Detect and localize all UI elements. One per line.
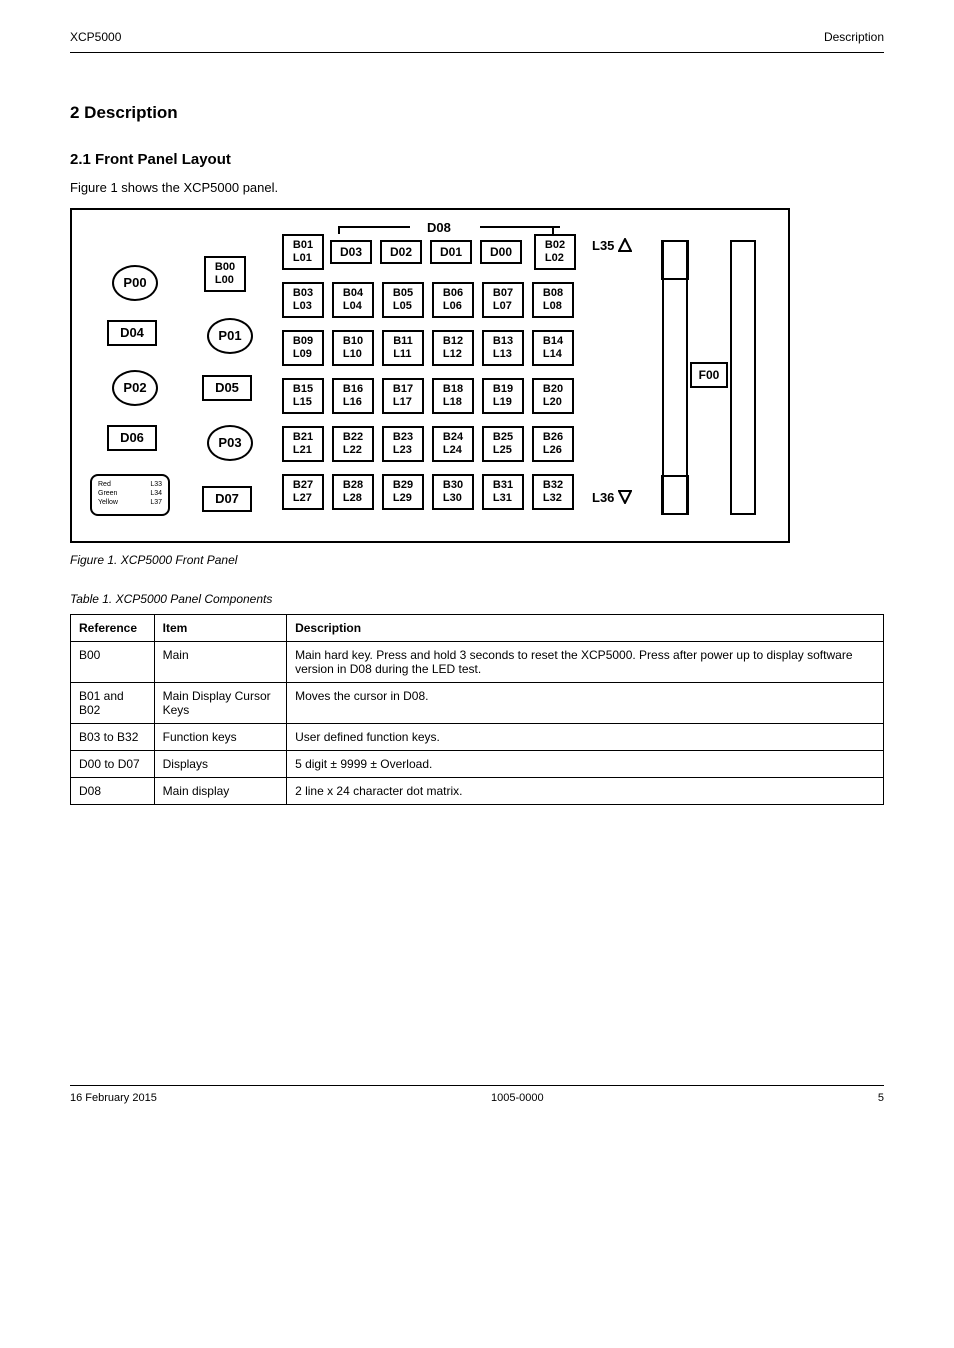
table-caption: Table 1. XCP5000 Panel Components — [70, 592, 884, 606]
footer-docnum: 1005-0000 — [491, 1092, 544, 1104]
table-cell: Main — [154, 641, 286, 682]
connector-F00: F00 — [690, 362, 728, 388]
button-B26: B26L26 — [532, 426, 574, 462]
table-cell: 2 line x 24 character dot matrix. — [287, 777, 884, 804]
footer-pagenum: 5 — [878, 1092, 884, 1104]
button-B31: B31L31 — [482, 474, 524, 510]
indicator-L36: L36 — [592, 490, 632, 505]
section-heading: 2.1 Front Panel Layout — [70, 151, 884, 168]
footer-date: 16 February 2015 — [70, 1092, 157, 1104]
button-B19: B19L19 — [482, 378, 524, 414]
button-B32: B32L32 — [532, 474, 574, 510]
slot-left — [662, 240, 688, 515]
button-B07: B07L07 — [482, 282, 524, 318]
display-D07: D07 — [202, 486, 252, 512]
button-B22: B22L22 — [332, 426, 374, 462]
button-B16: B16L16 — [332, 378, 374, 414]
button-B09: B09L09 — [282, 330, 324, 366]
button-B27: B27L27 — [282, 474, 324, 510]
d08-label: D08 — [427, 220, 451, 235]
knob-P02: P02 — [112, 370, 158, 406]
display-D04: D04 — [107, 320, 157, 346]
button-B08: B08L08 — [532, 282, 574, 318]
components-table: ReferenceItemDescription B00MainMain har… — [70, 614, 884, 805]
page-footer: 16 February 2015 1005-0000 5 — [70, 1085, 884, 1104]
button-B05: B05L05 — [382, 282, 424, 318]
button-B10: B10L10 — [332, 330, 374, 366]
table-cell: D00 to D07 — [71, 750, 155, 777]
slot-right — [730, 240, 756, 515]
button-B29: B29L29 — [382, 474, 424, 510]
button-B21: B21L21 — [282, 426, 324, 462]
display-D05: D05 — [202, 375, 252, 401]
digit-D03: D03 — [330, 240, 372, 264]
table-cell: B00 — [71, 641, 155, 682]
table-cell: Displays — [154, 750, 286, 777]
knob-P00: P00 — [112, 265, 158, 301]
page-title: 2 Description — [70, 103, 884, 123]
page-header: XCP5000 Description — [70, 0, 884, 53]
table-cell: Function keys — [154, 723, 286, 750]
table-header: Description — [287, 614, 884, 641]
button-B03: B03L03 — [282, 282, 324, 318]
button-B30: B30L30 — [432, 474, 474, 510]
button-B28: B28L28 — [332, 474, 374, 510]
button-B20: B20L20 — [532, 378, 574, 414]
display-D06: D06 — [107, 425, 157, 451]
digit-D00: D00 — [480, 240, 522, 264]
button-B23: B23L23 — [382, 426, 424, 462]
table-cell: B03 to B32 — [71, 723, 155, 750]
header-left: XCP5000 — [70, 30, 121, 44]
button-B01: B01L01 — [282, 234, 324, 270]
table-row: B03 to B32Function keysUser defined func… — [71, 723, 884, 750]
table-row: B01 and B02Main Display Cursor KeysMoves… — [71, 682, 884, 723]
table-cell: User defined function keys. — [287, 723, 884, 750]
led-indicator-box: RedL33GreenL34YellowL37 — [90, 474, 170, 516]
button-B24: B24L24 — [432, 426, 474, 462]
table-cell: B01 and B02 — [71, 682, 155, 723]
button-B18: B18L18 — [432, 378, 474, 414]
header-right: Description — [824, 30, 884, 44]
intro-text: Figure 1 shows the XCP5000 panel. — [70, 178, 884, 198]
button-B17: B17L17 — [382, 378, 424, 414]
button-B12: B12L12 — [432, 330, 474, 366]
table-row: D08Main display2 line x 24 character dot… — [71, 777, 884, 804]
table-row: D00 to D07Displays5 digit ± 9999 ± Overl… — [71, 750, 884, 777]
button-B06: B06L06 — [432, 282, 474, 318]
table-cell: D08 — [71, 777, 155, 804]
table-header: Item — [154, 614, 286, 641]
knob-P01: P01 — [207, 318, 253, 354]
table-row: B00MainMain hard key. Press and hold 3 s… — [71, 641, 884, 682]
figure-caption: Figure 1. XCP5000 Front Panel — [70, 553, 884, 567]
table-cell: Main Display Cursor Keys — [154, 682, 286, 723]
button-B13: B13L13 — [482, 330, 524, 366]
button-B11: B11L11 — [382, 330, 424, 366]
table-header: Reference — [71, 614, 155, 641]
button-B15: B15L15 — [282, 378, 324, 414]
button-B14: B14L14 — [532, 330, 574, 366]
digit-D02: D02 — [380, 240, 422, 264]
digit-D01: D01 — [430, 240, 472, 264]
button-B04: B04L04 — [332, 282, 374, 318]
button-B25: B25L25 — [482, 426, 524, 462]
table-cell: Main hard key. Press and hold 3 seconds … — [287, 641, 884, 682]
table-cell: Moves the cursor in D08. — [287, 682, 884, 723]
indicator-L35: L35 — [592, 238, 632, 253]
panel-diagram: P00 D04 P02 D06 RedL33GreenL34YellowL37 B00L0… — [70, 208, 790, 543]
table-cell: Main display — [154, 777, 286, 804]
table-cell: 5 digit ± 9999 ± Overload. — [287, 750, 884, 777]
button-B00: B00L00 — [204, 256, 246, 292]
button-B02: B02L02 — [534, 234, 576, 270]
knob-P03: P03 — [207, 425, 253, 461]
